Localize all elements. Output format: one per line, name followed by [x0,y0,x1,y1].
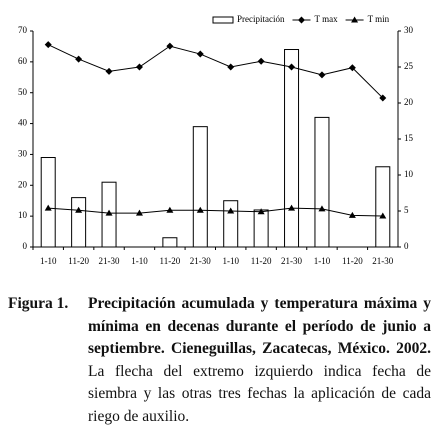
bar [375,166,391,248]
y-tick-label: 30 [18,148,28,158]
legend-swatch [212,16,234,24]
bar [314,116,330,248]
x-tick-label: 1-10 [314,256,331,266]
y-tick-label: 60 [18,56,28,66]
y2-tick-label: 25 [404,61,414,71]
point [288,204,296,211]
point [227,63,235,71]
bar [192,126,208,248]
y2-tick-label: 30 [404,25,414,35]
point [105,209,113,216]
chart: 0 10 20 30 40 50 60 70 0 5 10 15 20 25 30 1-10 11-20 21-3… [18,14,414,266]
caption-text: La flecha del extremo izquierdo indica f… [88,362,431,425]
y-tick-label: 70 [18,25,28,35]
page: 0 10 20 30 40 50 60 70 0 5 10 15 20 25 30 1-10 11-20 21-3… [8,14,431,425]
point [196,50,204,58]
point [318,71,326,79]
y2-tick-label: 15 [404,133,414,143]
x-tick-label: 1-10 [222,256,239,266]
point [288,63,296,71]
legend-label: Precipitación [237,14,285,24]
x-tick-label: 1-10 [131,256,148,266]
y2-tick-label: 5 [404,205,409,215]
point [318,205,326,212]
x-tick-label: 1-10 [40,256,57,266]
y-tick-label: 10 [18,210,28,220]
point [105,67,113,75]
y-tick-label: 40 [18,118,28,128]
line [48,207,383,217]
y2-tick-label: 20 [404,97,414,107]
point [257,57,265,65]
caption-label: Figura 1. [8,295,69,312]
x-tick-label: 21-30 [281,256,302,266]
bar [162,237,178,248]
y-tick-label: 0 [23,241,28,251]
x-tick-label: 21-30 [99,256,120,266]
bar [40,157,56,248]
point [196,206,204,213]
legend-marker [297,16,305,24]
point [44,204,52,211]
point [166,206,174,213]
bar [253,209,269,248]
bar [284,49,300,248]
point [257,208,265,215]
x-tick-label: 21-30 [372,256,393,266]
point [379,94,387,102]
x-tick-label: 21-30 [190,256,211,266]
legend-label: T max [314,14,338,24]
point [135,209,143,216]
caption-bold: Precipitación acumulada y temperatura má… [88,295,431,357]
y-tick-label: 20 [18,179,28,189]
point [135,63,143,71]
point [75,55,83,63]
legend-marker [351,16,359,23]
point [166,42,174,50]
x-tick-label: 11-20 [342,256,363,266]
point [348,64,356,72]
x-tick-label: 11-20 [160,256,181,266]
y-tick-label: 50 [18,87,28,97]
point [348,211,356,218]
x-tick-label: 11-20 [251,256,272,266]
point [379,212,387,219]
x-tick-label: 11-20 [68,256,89,266]
point [75,206,83,213]
y2-tick-label: 0 [404,241,409,251]
caption: Figura 1. Precipitación acumulada y temp… [0,275,437,428]
bar [223,200,239,248]
line [47,44,384,99]
caption-body: Precipitación acumulada y temperatura má… [88,293,431,428]
point [227,207,235,214]
y2-tick-label: 10 [404,169,414,179]
legend-label: T min [368,14,390,24]
bar [71,197,87,248]
point [44,41,52,49]
